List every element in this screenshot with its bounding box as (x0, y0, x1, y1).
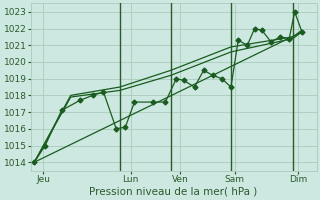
X-axis label: Pression niveau de la mer( hPa ): Pression niveau de la mer( hPa ) (90, 187, 258, 197)
